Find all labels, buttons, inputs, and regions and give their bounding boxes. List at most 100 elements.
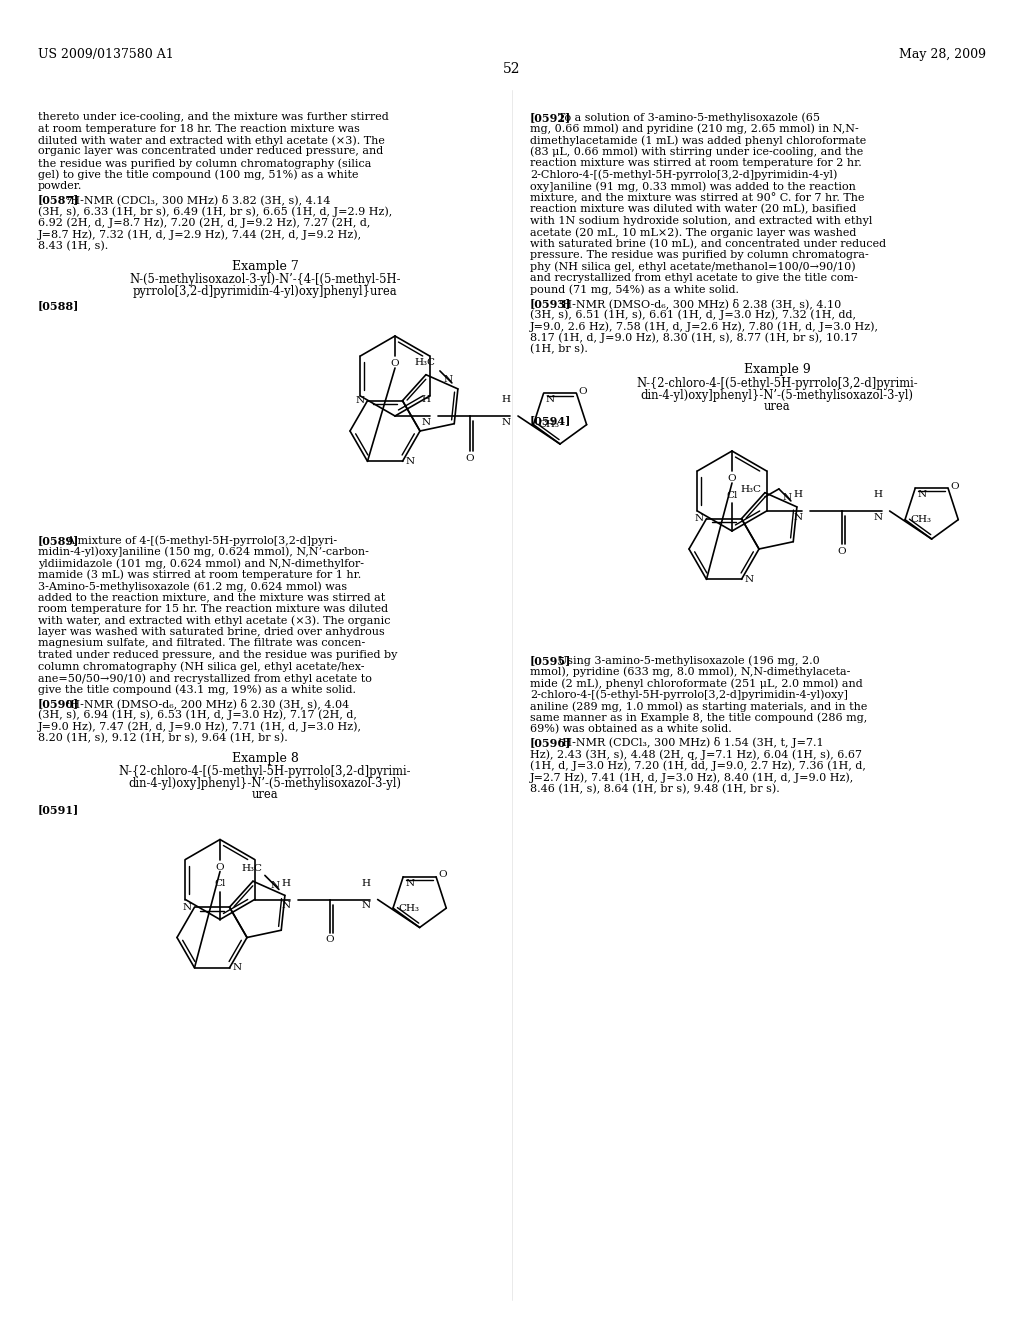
Text: N: N: [355, 396, 365, 405]
Text: trated under reduced pressure, and the residue was purified by: trated under reduced pressure, and the r…: [38, 649, 397, 660]
Text: N-{2-chloro-4-[(5-methyl-5H-pyrrolo[3,2-d]pyrimi-: N-{2-chloro-4-[(5-methyl-5H-pyrrolo[3,2-…: [119, 766, 412, 779]
Text: din-4-yl)oxy]phenyl}-N’-(5-methylisoxazol-3-yl): din-4-yl)oxy]phenyl}-N’-(5-methylisoxazo…: [640, 388, 913, 401]
Text: 8.20 (1H, s), 9.12 (1H, br s), 9.64 (1H, br s).: 8.20 (1H, s), 9.12 (1H, br s), 9.64 (1H,…: [38, 733, 288, 743]
Text: Cl: Cl: [726, 491, 737, 500]
Text: N: N: [744, 574, 754, 583]
Text: at room temperature for 18 hr. The reaction mixture was: at room temperature for 18 hr. The react…: [38, 124, 359, 133]
Text: layer was washed with saturated brine, dried over anhydrous: layer was washed with saturated brine, d…: [38, 627, 385, 638]
Text: H: H: [502, 395, 511, 404]
Text: pressure. The residue was purified by column chromatogra-: pressure. The residue was purified by co…: [530, 249, 868, 260]
Text: 2-chloro-4-[(5-ethyl-5H-pyrrolo[3,2-d]pyrimidin-4-yl)oxy]: 2-chloro-4-[(5-ethyl-5H-pyrrolo[3,2-d]py…: [530, 689, 848, 700]
Text: Using 3-amino-5-methylisoxazole (196 mg, 2.0: Using 3-amino-5-methylisoxazole (196 mg,…: [558, 655, 820, 665]
Text: N: N: [281, 902, 290, 911]
Text: same manner as in Example 8, the title compound (286 mg,: same manner as in Example 8, the title c…: [530, 713, 867, 723]
Text: ¹H-NMR (DMSO-d₆, 300 MHz) δ 2.38 (3H, s), 4.10: ¹H-NMR (DMSO-d₆, 300 MHz) δ 2.38 (3H, s)…: [558, 298, 842, 309]
Text: J=9.0, 2.6 Hz), 7.58 (1H, d, J=2.6 Hz), 7.80 (1H, d, J=3.0 Hz),: J=9.0, 2.6 Hz), 7.58 (1H, d, J=2.6 Hz), …: [530, 321, 879, 331]
Text: dimethylacetamide (1 mL) was added phenyl chloroformate: dimethylacetamide (1 mL) was added pheny…: [530, 135, 866, 145]
Text: midin-4-yl)oxy]aniline (150 mg, 0.624 mmol), N,N’-carbon-: midin-4-yl)oxy]aniline (150 mg, 0.624 mm…: [38, 546, 369, 557]
Text: H: H: [282, 879, 290, 887]
Text: N: N: [873, 513, 883, 521]
Text: gel) to give the title compound (100 mg, 51%) as a white: gel) to give the title compound (100 mg,…: [38, 169, 358, 180]
Text: N: N: [422, 418, 430, 426]
Text: phy (NH silica gel, ethyl acetate/methanol=100/0→90/10): phy (NH silica gel, ethyl acetate/methan…: [530, 261, 856, 272]
Text: din-4-yl)oxy]phenyl}-N’-(5-methylisoxazol-3-yl): din-4-yl)oxy]phenyl}-N’-(5-methylisoxazo…: [128, 777, 401, 789]
Text: aniline (289 mg, 1.0 mmol) as starting materials, and in the: aniline (289 mg, 1.0 mmol) as starting m…: [530, 701, 867, 711]
Text: mg, 0.66 mmol) and pyridine (210 mg, 2.65 mmol) in N,N-: mg, 0.66 mmol) and pyridine (210 mg, 2.6…: [530, 124, 859, 135]
Text: ¹H-NMR (DMSO-d₆, 200 MHz) δ 2.30 (3H, s), 4.04: ¹H-NMR (DMSO-d₆, 200 MHz) δ 2.30 (3H, s)…: [66, 698, 349, 709]
Text: H₃C: H₃C: [242, 865, 263, 874]
Text: 52: 52: [503, 62, 521, 77]
Text: (3H, s), 6.94 (1H, s), 6.53 (1H, d, J=3.0 Hz), 7.17 (2H, d,: (3H, s), 6.94 (1H, s), 6.53 (1H, d, J=3.…: [38, 710, 357, 721]
Text: CH₃: CH₃: [398, 904, 419, 912]
Text: A mixture of 4-[(5-methyl-5H-pyrrolo[3,2-d]pyri-: A mixture of 4-[(5-methyl-5H-pyrrolo[3,2…: [66, 535, 337, 545]
Text: Example 7: Example 7: [231, 260, 298, 273]
Text: N: N: [232, 964, 242, 973]
Text: 8.17 (1H, d, J=9.0 Hz), 8.30 (1H, s), 8.77 (1H, br s), 10.17: 8.17 (1H, d, J=9.0 Hz), 8.30 (1H, s), 8.…: [530, 333, 858, 343]
Text: O: O: [391, 359, 399, 368]
Text: 2-Chloro-4-[(5-methyl-5H-pyrrolo[3,2-d]pyrimidin-4-yl): 2-Chloro-4-[(5-methyl-5H-pyrrolo[3,2-d]p…: [530, 169, 838, 180]
Text: oxy]aniline (91 mg, 0.33 mmol) was added to the reaction: oxy]aniline (91 mg, 0.33 mmol) was added…: [530, 181, 856, 191]
Text: magnesium sulfate, and filtrated. The filtrate was concen-: magnesium sulfate, and filtrated. The fi…: [38, 639, 366, 648]
Text: J=9.0 Hz), 7.47 (2H, d, J=9.0 Hz), 7.71 (1H, d, J=3.0 Hz),: J=9.0 Hz), 7.47 (2H, d, J=9.0 Hz), 7.71 …: [38, 721, 362, 731]
Text: [0592]: [0592]: [530, 112, 571, 123]
Text: [0587]: [0587]: [38, 194, 80, 206]
Text: [0590]: [0590]: [38, 698, 79, 709]
Text: mixture, and the mixture was stirred at 90° C. for 7 hr. The: mixture, and the mixture was stirred at …: [530, 193, 864, 203]
Text: To a solution of 3-amino-5-methylisoxazole (65: To a solution of 3-amino-5-methylisoxazo…: [558, 112, 820, 123]
Text: N: N: [361, 902, 371, 911]
Text: (1H, d, J=3.0 Hz), 7.20 (1H, dd, J=9.0, 2.7 Hz), 7.36 (1H, d,: (1H, d, J=3.0 Hz), 7.20 (1H, dd, J=9.0, …: [530, 760, 866, 771]
Text: added to the reaction mixture, and the mixture was stirred at: added to the reaction mixture, and the m…: [38, 593, 385, 602]
Text: Hz), 2.43 (3H, s), 4.48 (2H, q, J=7.1 Hz), 6.04 (1H, s), 6.67: Hz), 2.43 (3H, s), 4.48 (2H, q, J=7.1 Hz…: [530, 748, 862, 759]
Text: [0594]: [0594]: [530, 416, 571, 426]
Text: CH₃: CH₃: [910, 515, 931, 524]
Text: [0588]: [0588]: [38, 301, 80, 312]
Text: mide (2 mL), phenyl chloroformate (251 μL, 2.0 mmol) and: mide (2 mL), phenyl chloroformate (251 μ…: [530, 678, 863, 689]
Text: H₃C: H₃C: [741, 484, 762, 494]
Text: (83 μL, 0.66 mmol) with stirring under ice-cooling, and the: (83 μL, 0.66 mmol) with stirring under i…: [530, 147, 863, 157]
Text: O: O: [579, 387, 587, 396]
Text: diluted with water and extracted with ethyl acetate (×3). The: diluted with water and extracted with et…: [38, 135, 385, 145]
Text: with saturated brine (10 mL), and concentrated under reduced: with saturated brine (10 mL), and concen…: [530, 239, 886, 249]
Text: the residue was purified by column chromatography (silica: the residue was purified by column chrom…: [38, 158, 372, 169]
Text: mamide (3 mL) was stirred at room temperature for 1 hr.: mamide (3 mL) was stirred at room temper…: [38, 569, 361, 579]
Text: N: N: [918, 490, 927, 499]
Text: N: N: [406, 457, 415, 466]
Text: urea: urea: [252, 788, 279, 801]
Text: reaction mixture was diluted with water (20 mL), basified: reaction mixture was diluted with water …: [530, 205, 856, 214]
Text: N: N: [782, 492, 792, 502]
Text: O: O: [326, 936, 334, 945]
Text: CH₃: CH₃: [539, 420, 559, 429]
Text: N: N: [443, 375, 453, 384]
Text: US 2009/0137580 A1: US 2009/0137580 A1: [38, 48, 174, 61]
Text: Example 9: Example 9: [743, 363, 810, 376]
Text: ¹H-NMR (CDCl₃, 300 MHz) δ 3.82 (3H, s), 4.14: ¹H-NMR (CDCl₃, 300 MHz) δ 3.82 (3H, s), …: [66, 194, 331, 206]
Text: (3H, s), 6.51 (1H, s), 6.61 (1H, d, J=3.0 Hz), 7.32 (1H, dd,: (3H, s), 6.51 (1H, s), 6.61 (1H, d, J=3.…: [530, 309, 856, 319]
Text: (3H, s), 6.33 (1H, br s), 6.49 (1H, br s), 6.65 (1H, d, J=2.9 Hz),: (3H, s), 6.33 (1H, br s), 6.49 (1H, br s…: [38, 206, 392, 216]
Text: H: H: [361, 879, 370, 887]
Text: H: H: [794, 490, 802, 499]
Text: O: O: [216, 862, 224, 871]
Text: N: N: [546, 396, 555, 404]
Text: H: H: [422, 395, 430, 404]
Text: N: N: [182, 903, 191, 912]
Text: urea: urea: [764, 400, 791, 413]
Text: mmol), pyridine (633 mg, 8.0 mmol), N,N-dimethylaceta-: mmol), pyridine (633 mg, 8.0 mmol), N,N-…: [530, 667, 850, 677]
Text: [0595]: [0595]: [530, 655, 571, 667]
Text: yldiimidazole (101 mg, 0.624 mmol) and N,N-dimethylfor-: yldiimidazole (101 mg, 0.624 mmol) and N…: [38, 558, 364, 569]
Text: 6.92 (2H, d, J=8.7 Hz), 7.20 (2H, d, J=9.2 Hz), 7.27 (2H, d,: 6.92 (2H, d, J=8.7 Hz), 7.20 (2H, d, J=9…: [38, 218, 371, 228]
Text: N: N: [694, 515, 703, 523]
Text: thereto under ice-cooling, and the mixture was further stirred: thereto under ice-cooling, and the mixtu…: [38, 112, 389, 121]
Text: N: N: [270, 882, 280, 891]
Text: H₃C: H₃C: [415, 358, 436, 367]
Text: N-(5-methylisoxazol-3-yl)-N’-{4-[(5-methyl-5H-: N-(5-methylisoxazol-3-yl)-N’-{4-[(5-meth…: [129, 273, 400, 286]
Text: ¹H-NMR (CDCl₃, 300 MHz) δ 1.54 (3H, t, J=7.1: ¹H-NMR (CDCl₃, 300 MHz) δ 1.54 (3H, t, J…: [558, 738, 823, 748]
Text: [0591]: [0591]: [38, 804, 79, 814]
Text: 8.43 (1H, s).: 8.43 (1H, s).: [38, 240, 109, 251]
Text: with 1N sodium hydroxide solution, and extracted with ethyl: with 1N sodium hydroxide solution, and e…: [530, 215, 872, 226]
Text: May 28, 2009: May 28, 2009: [899, 48, 986, 61]
Text: [0593]: [0593]: [530, 298, 571, 309]
Text: (1H, br s).: (1H, br s).: [530, 345, 588, 354]
Text: column chromatography (NH silica gel, ethyl acetate/hex-: column chromatography (NH silica gel, et…: [38, 661, 365, 672]
Text: Example 8: Example 8: [231, 752, 298, 766]
Text: N: N: [502, 418, 511, 426]
